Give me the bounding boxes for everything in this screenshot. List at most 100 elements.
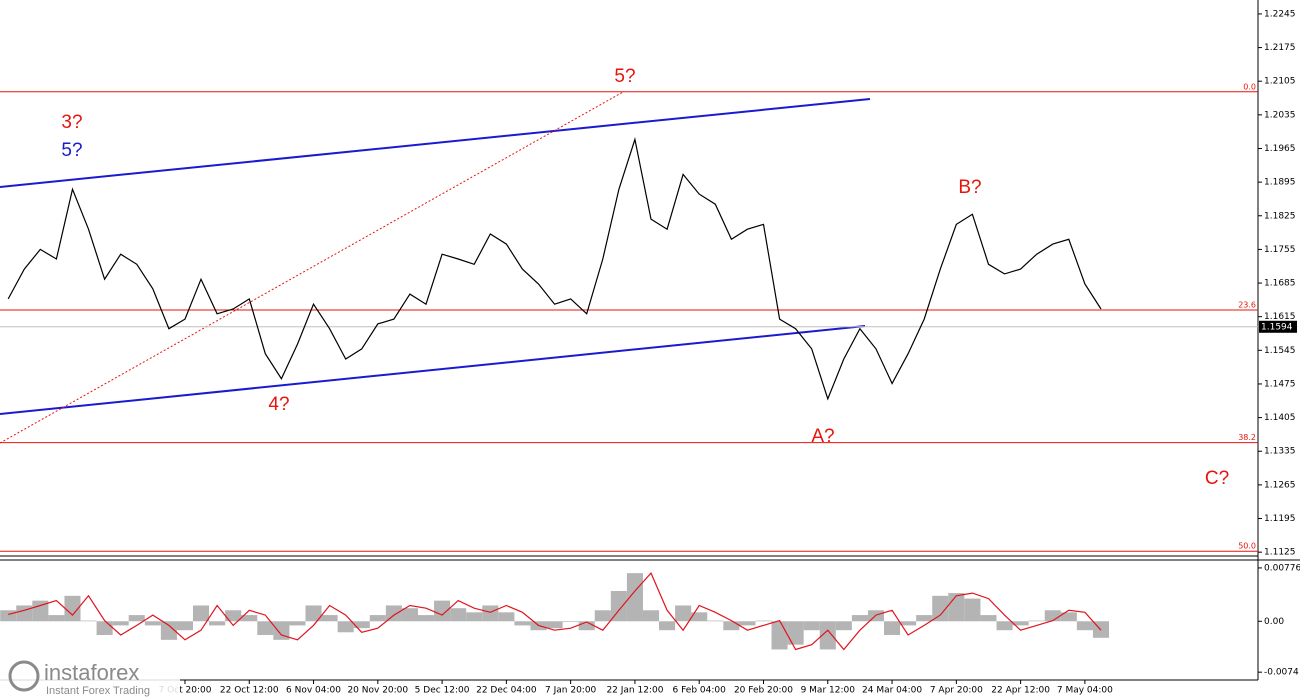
histogram-bar — [996, 621, 1013, 631]
histogram-bar — [1076, 621, 1093, 631]
y-tick-label: 1.2035 — [1264, 110, 1296, 120]
y-tick-label: 1.2175 — [1264, 43, 1296, 53]
x-tick-label: 6 Feb 04:00 — [673, 686, 727, 696]
histogram-bar — [642, 610, 660, 622]
last-price-box — [1259, 320, 1297, 333]
wave-label: C? — [1205, 468, 1229, 489]
watermark-tagline: Instant Forex Trading — [46, 685, 150, 697]
histogram-bar — [289, 621, 306, 626]
watermark-brand: instaforex — [44, 660, 139, 685]
histogram-bar — [610, 591, 627, 622]
histogram-bar — [948, 593, 965, 622]
histogram-bar — [980, 615, 997, 622]
histogram-bar — [707, 620, 724, 622]
y-tick-label: 1.1685 — [1264, 279, 1296, 289]
y-tick-label: 1.1545 — [1264, 346, 1296, 356]
histogram-bar — [144, 621, 161, 626]
histogram-bar — [466, 612, 483, 622]
histogram-bar — [16, 605, 33, 622]
y-tick-label: 1.1265 — [1264, 480, 1296, 490]
histogram-bar — [128, 615, 145, 622]
histogram-bar — [353, 621, 370, 629]
wave-label: B? — [958, 177, 981, 198]
histogram-bar — [193, 605, 210, 622]
trend-line — [0, 98, 871, 188]
histogram-bar — [884, 621, 901, 636]
histogram-bar — [659, 621, 676, 631]
y-tick-label: 1.2105 — [1264, 77, 1296, 87]
histogram-bar — [1060, 612, 1077, 622]
fib-label: 0.0 — [1243, 82, 1256, 91]
y-tick-label: -0.0074 — [1264, 668, 1299, 678]
histogram-bar — [401, 608, 418, 622]
histogram-bar — [594, 610, 611, 622]
histogram-bar — [932, 595, 949, 622]
histogram-bar — [337, 621, 354, 633]
histogram-bar — [771, 621, 788, 650]
y-tick-label: 1.1895 — [1264, 178, 1296, 188]
histogram-bar — [112, 621, 129, 626]
histogram-bar — [1028, 620, 1045, 622]
histogram-bar — [32, 600, 49, 622]
fib-trend-line — [0, 91, 624, 444]
y-tick-label: 1.1615 — [1264, 312, 1296, 322]
price-line — [7, 137, 1102, 401]
histogram-bar — [482, 605, 499, 622]
histogram-bar — [64, 595, 81, 622]
x-tick-label: 20 Feb 20:00 — [734, 686, 793, 696]
histogram-bar — [176, 621, 194, 631]
histogram-bar — [225, 610, 242, 622]
histogram-bar — [48, 615, 65, 622]
x-tick-label: 22 Dec 04:00 — [476, 686, 537, 696]
histogram-bar — [964, 598, 981, 622]
histogram-bar — [755, 620, 772, 622]
x-tick-label: 22 Apr 12:00 — [991, 686, 1050, 696]
fib-label: 50.0 — [1238, 542, 1256, 551]
x-tick-label: 7 Apr 20:00 — [930, 686, 983, 696]
histogram-bar — [498, 612, 515, 622]
x-tick-label: 22 Oct 12:00 — [220, 686, 279, 696]
histogram-bar — [160, 621, 177, 640]
histogram-bar — [916, 615, 933, 622]
histogram-bar — [851, 615, 868, 622]
signal-line — [8, 572, 1102, 651]
histogram-bar — [626, 573, 643, 622]
watermark: instaforex Instant Forex Trading — [0, 656, 180, 700]
wave-label: 5? — [614, 66, 635, 87]
wave-label: 5? — [61, 140, 82, 161]
histogram-bar — [675, 605, 692, 622]
histogram-bar — [305, 605, 322, 622]
histogram-bar — [900, 621, 917, 626]
histogram-bar — [96, 621, 113, 636]
y-tick-label: 0.00776 — [1264, 563, 1300, 573]
histogram-bar — [739, 621, 756, 626]
histogram-bar — [369, 615, 386, 622]
histogram-bar — [1044, 610, 1061, 622]
histogram-bar — [241, 615, 258, 622]
wave-label: A? — [811, 426, 834, 447]
x-tick-label: 5 Dec 12:00 — [415, 686, 470, 696]
plot: 1.2245 1.2175 1.2105 1.2035 1.1965 1.1895 1.18… — [0, 9, 1300, 696]
wave-label: 4? — [268, 394, 289, 415]
x-tick-label: 7 Jan 20:00 — [545, 686, 597, 696]
fib-label: 23.6 — [1238, 300, 1256, 309]
y-tick-label: 0.00 — [1264, 617, 1284, 627]
histogram-bar — [803, 621, 820, 631]
fib-label: 38.2 — [1238, 433, 1256, 442]
x-tick-label: 6 Nov 04:00 — [286, 686, 341, 696]
histogram-bar — [321, 615, 338, 622]
histogram-bar — [273, 621, 290, 640]
histogram-bar — [257, 621, 274, 636]
histogram-bar — [80, 620, 97, 622]
histogram-bar — [691, 612, 708, 622]
histogram-bar — [1012, 621, 1029, 626]
layout — [0, 0, 1300, 681]
x-tick-label: 22 Jan 12:00 — [606, 686, 663, 696]
x-tick-label: 24 Mar 04:00 — [862, 686, 922, 696]
y-tick-label: 1.1195 — [1264, 514, 1296, 524]
wave-label: 3? — [61, 112, 82, 133]
trend-line — [0, 325, 866, 415]
histogram-bar — [434, 600, 451, 622]
y-tick-label: 1.1755 — [1264, 245, 1296, 255]
